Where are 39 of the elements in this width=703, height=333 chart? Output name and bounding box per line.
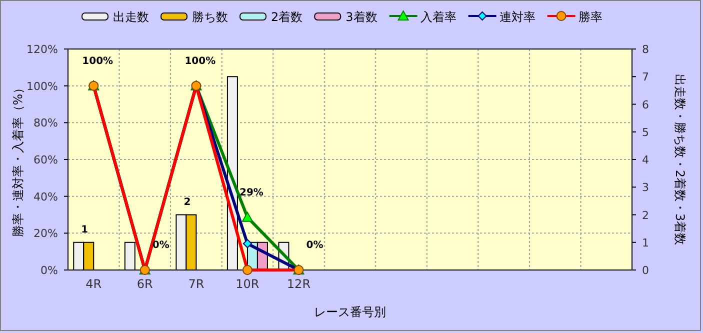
- data-label: 2: [184, 196, 191, 208]
- y-tick-label: 100%: [26, 80, 58, 93]
- data-label: 0%: [306, 240, 324, 251]
- x-tick-label: 10R: [236, 277, 260, 291]
- y2-tick-label: 4: [642, 154, 649, 166]
- data-label: 100%: [82, 56, 114, 67]
- y-tick-label: 40%: [34, 190, 58, 204]
- x-tick-label: 12R: [286, 277, 311, 291]
- y2-tick-label: 1: [642, 236, 649, 250]
- legend-label: 出走数: [113, 10, 149, 24]
- legend-label: 連対率: [499, 10, 536, 24]
- y-tick-label: 20%: [34, 227, 58, 240]
- legend-label: 勝率: [578, 10, 602, 24]
- y2-tick-label: 5: [642, 126, 649, 139]
- x-axis-title: レース番号別: [314, 305, 386, 319]
- x-tick-label: 4R: [86, 277, 102, 291]
- y2-tick-label: 8: [642, 43, 649, 56]
- data-label: 1: [81, 224, 88, 236]
- y2-tick-label: 3: [642, 181, 649, 194]
- y-tick-label: 80%: [34, 116, 58, 130]
- x-tick-label: 6R: [136, 277, 153, 291]
- y-tick-label: 0%: [40, 264, 58, 277]
- legend-label: 2着数: [271, 10, 303, 24]
- point: [242, 212, 253, 222]
- y-tick-label: 120%: [26, 43, 58, 56]
- point: [242, 239, 252, 248]
- y2-tick-label: 7: [642, 70, 649, 84]
- legend-label: 入着率: [420, 10, 456, 24]
- data-label: 100%: [184, 56, 216, 67]
- y2-tick-label: 0: [642, 264, 649, 277]
- legend-label: 勝ち数: [192, 10, 228, 24]
- y2-axis-title: 出走数・勝ち数・2着数・3着数: [673, 74, 687, 246]
- y2-tick-label: 6: [642, 98, 649, 112]
- x-tick-label: 7R: [188, 277, 204, 291]
- y-axis-title: 勝率・連対率・入着率（%）: [11, 82, 25, 238]
- y-tick-label: 60%: [34, 154, 58, 166]
- legend-label: 3着数: [346, 10, 378, 24]
- data-label: 29%: [239, 187, 264, 198]
- y2-tick-label: 2: [642, 208, 649, 222]
